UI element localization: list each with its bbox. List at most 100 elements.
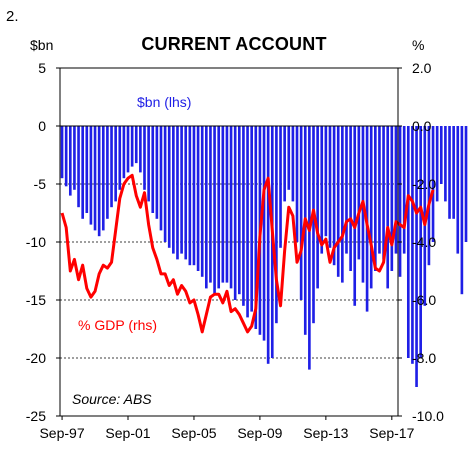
bar	[349, 126, 352, 271]
bar	[147, 126, 150, 202]
bar	[130, 126, 134, 167]
right-tick-label: -4.0	[412, 234, 436, 250]
bar	[217, 126, 221, 289]
bar	[122, 126, 126, 179]
left-tick-label: -15	[26, 292, 46, 308]
bar	[279, 126, 282, 248]
x-tick-label: Sep-97	[39, 425, 84, 441]
bar	[328, 126, 332, 248]
bar	[287, 126, 291, 190]
bar	[390, 126, 394, 271]
bar	[423, 126, 427, 306]
bar	[431, 126, 435, 242]
bar	[308, 126, 311, 370]
bar	[448, 126, 451, 219]
bar	[93, 126, 97, 231]
bar	[316, 126, 319, 289]
right-tick-label: -2.0	[412, 176, 436, 192]
bar	[60, 126, 64, 179]
source-note: Source: ABS	[72, 391, 152, 407]
bar	[89, 126, 93, 225]
right-tick-label: 0.0	[412, 118, 432, 134]
bar	[275, 126, 278, 324]
bar	[101, 126, 105, 231]
bar	[444, 126, 447, 202]
figure-number: 2.	[6, 8, 19, 25]
gdp-line-series	[60, 173, 435, 334]
right-tick-label: 2.0	[412, 60, 432, 76]
bar	[353, 126, 357, 306]
left-tick-label: -20	[26, 350, 46, 366]
left-axis-unit: $bn	[30, 37, 54, 53]
bar	[402, 126, 406, 254]
line-series-label: % GDP (rhs)	[78, 317, 157, 333]
bar	[460, 126, 464, 295]
bar	[345, 126, 348, 254]
bar	[246, 126, 249, 318]
bar	[299, 126, 303, 300]
bar	[68, 126, 72, 196]
bar	[126, 126, 130, 173]
bar	[250, 126, 253, 312]
bar	[312, 126, 315, 324]
bar	[167, 126, 171, 248]
bar	[406, 126, 410, 358]
bar	[386, 126, 390, 289]
bar	[205, 126, 208, 289]
bar-series-label: $bn (lhs)	[137, 94, 191, 110]
x-tick-label: Sep-17	[369, 425, 414, 441]
bar	[73, 126, 76, 190]
bar	[221, 126, 225, 283]
bar	[188, 126, 192, 266]
bar	[357, 126, 361, 260]
bar	[427, 126, 431, 266]
x-tick-label: Sep-09	[237, 425, 282, 441]
bar	[209, 126, 212, 283]
left-tick-label: -10	[26, 234, 46, 250]
left-tick-label: 5	[38, 60, 46, 76]
bar	[64, 126, 68, 187]
bar	[254, 126, 258, 329]
bar	[295, 126, 299, 242]
left-tick-label: -5	[34, 176, 47, 192]
chart-title: CURRENT ACCOUNT	[141, 34, 327, 54]
bar	[456, 126, 460, 254]
bar	[398, 126, 402, 277]
bar	[85, 126, 89, 213]
left-tick-label: 0	[38, 118, 46, 134]
bar	[283, 126, 286, 202]
bar	[213, 126, 216, 295]
bar	[237, 126, 241, 295]
bar	[176, 126, 179, 260]
bar	[81, 126, 84, 219]
bar	[439, 126, 443, 184]
bar	[378, 126, 381, 254]
axes: 5 0 -5 -10 -15 -20 -25 2.0 0.0 -2.0 -4.0 -6.0 -8.0 -1…	[26, 60, 444, 441]
bar	[172, 126, 175, 254]
bar	[435, 126, 439, 202]
right-axis-unit: %	[412, 37, 425, 53]
bar	[229, 126, 233, 289]
bar	[266, 126, 270, 364]
bar	[134, 126, 138, 164]
bar	[394, 126, 398, 254]
bar	[225, 126, 229, 283]
bar	[291, 126, 295, 202]
bar	[143, 126, 146, 190]
bar	[382, 126, 385, 260]
bar	[336, 126, 340, 277]
bar	[419, 126, 422, 358]
bar	[196, 126, 200, 271]
bar-series	[60, 126, 468, 387]
bar	[163, 126, 167, 242]
x-tick-label: Sep-01	[105, 425, 150, 441]
right-tick-label: -8.0	[412, 350, 436, 366]
bar	[341, 126, 344, 283]
bar	[464, 126, 468, 242]
right-tick-label: -6.0	[412, 292, 436, 308]
bar	[242, 126, 245, 306]
bar	[320, 126, 324, 254]
bar	[118, 126, 122, 190]
bar	[97, 126, 101, 237]
